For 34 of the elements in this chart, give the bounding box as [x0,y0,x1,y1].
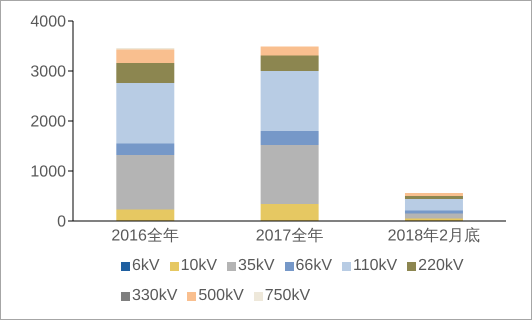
y-tick-label: 1000 [30,164,66,181]
bar [404,214,463,218]
bar [260,145,319,204]
bar [116,144,174,155]
legend-label: 500kV [197,286,244,306]
bar [404,193,463,196]
y-tick-label: 2000 [30,114,66,131]
legend-label: 66kV [294,256,332,276]
legend-label: 330kV [131,286,178,306]
bar [260,71,319,131]
legend-label: 220kV [417,256,464,276]
bar [404,199,463,210]
legend-label: 750kV [264,286,310,306]
bar [116,155,174,210]
bar [404,210,463,214]
x-tick-label: 2017全年 [256,227,324,244]
legend-label: 35kV [237,256,275,276]
x-tick-label: 2018年2月底 [388,226,480,244]
bar [116,63,174,83]
bar [260,56,319,71]
y-tick-label: 4000 [30,14,66,31]
y-tick-label: 0 [57,214,66,231]
bar [260,204,319,221]
bar [260,131,319,145]
legend-label: 110kV [352,256,398,276]
x-tick-label: 2016全年 [111,227,179,244]
bar [260,46,319,56]
bar [116,83,174,144]
bar [404,196,463,199]
y-tick-label: 3000 [30,64,66,81]
bar [116,50,174,63]
legend-label: 10kV [180,256,218,276]
bar [116,210,174,221]
legend-label: 6kV [131,256,160,276]
